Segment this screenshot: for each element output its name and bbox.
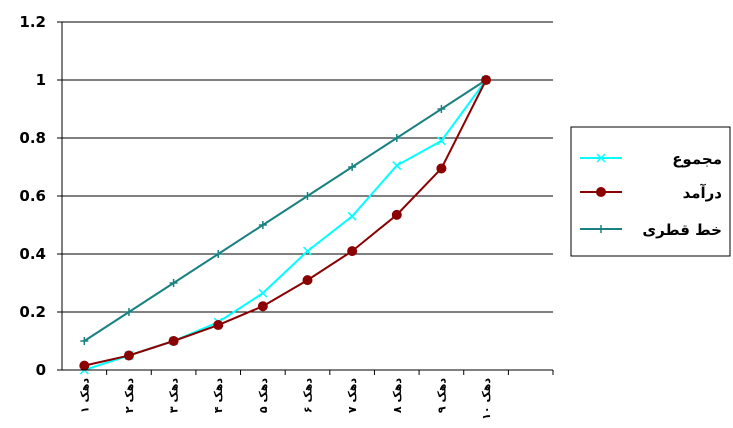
data-point bbox=[596, 187, 606, 197]
data-point bbox=[437, 105, 446, 113]
legend-item: مجموع bbox=[580, 150, 722, 168]
legend-label: خط قطری bbox=[642, 221, 722, 239]
series-line bbox=[83, 79, 487, 342]
data-point bbox=[168, 336, 179, 346]
data-point bbox=[123, 350, 134, 361]
y-tick-label: 1.2 bbox=[19, 13, 46, 31]
data-point bbox=[302, 275, 313, 286]
x-tick-label: دهک ۶ bbox=[302, 378, 315, 413]
data-point bbox=[348, 163, 357, 171]
data-point bbox=[79, 360, 90, 371]
x-tick-label: دهک ۱ bbox=[78, 378, 91, 413]
data-point bbox=[596, 153, 606, 163]
x-tick-label: دهک ۳ bbox=[168, 378, 181, 413]
legend-label: مجموع bbox=[672, 150, 722, 168]
y-tick-label: 0.2 bbox=[19, 303, 46, 321]
data-point bbox=[214, 250, 223, 258]
data-point bbox=[391, 209, 402, 220]
data-point bbox=[258, 288, 268, 298]
x-tick-label: دهک ۱۰ bbox=[480, 378, 493, 420]
data-point bbox=[303, 192, 312, 200]
series-1 bbox=[79, 75, 492, 371]
data-point bbox=[124, 308, 133, 316]
series-line bbox=[84, 79, 487, 367]
legend-label: درآمد bbox=[683, 184, 723, 202]
data-point bbox=[436, 136, 446, 146]
data-point bbox=[302, 246, 313, 256]
legend-item: خط قطری bbox=[580, 221, 722, 239]
y-tick-label: 0.8 bbox=[19, 129, 46, 147]
data-point bbox=[597, 225, 605, 233]
y-axis-ticks: 0 0.2 0.4 0.6 0.8 1 1.2 bbox=[19, 13, 62, 379]
y-tick-label: 0.4 bbox=[19, 245, 46, 263]
legend: مجموع درآمد خط قطری bbox=[570, 126, 731, 257]
data-point bbox=[392, 161, 402, 171]
data-point bbox=[257, 301, 268, 312]
data-point bbox=[347, 246, 358, 257]
y-tick-label: 0 bbox=[36, 361, 46, 379]
y-tick-label: 1 bbox=[36, 71, 46, 89]
series-layer bbox=[79, 75, 492, 375]
data-point bbox=[169, 279, 178, 287]
x-tick-label: دهک ۲ bbox=[123, 378, 136, 413]
x-tick-label: دهک ۴ bbox=[212, 378, 225, 413]
data-point bbox=[213, 320, 224, 331]
data-point bbox=[392, 134, 401, 142]
data-point bbox=[436, 163, 447, 174]
data-point bbox=[481, 75, 492, 85]
x-tick-label: دهک ۹ bbox=[435, 378, 448, 413]
x-tick-label: دهک ۸ bbox=[391, 378, 404, 413]
x-tick-label: دهک ۷ bbox=[346, 378, 359, 413]
legend-item: درآمد bbox=[580, 184, 722, 202]
x-axis-ticks: دهک ۱ دهک ۲ دهک ۳ دهک ۴ دهک ۵ دهک ۶ دهک ۷ دهک ۸… bbox=[78, 370, 554, 420]
data-point bbox=[80, 337, 89, 345]
data-point bbox=[258, 221, 267, 229]
x-tick-label: دهک ۵ bbox=[257, 378, 270, 413]
data-point bbox=[347, 211, 357, 221]
y-tick-label: 0.6 bbox=[19, 187, 46, 205]
